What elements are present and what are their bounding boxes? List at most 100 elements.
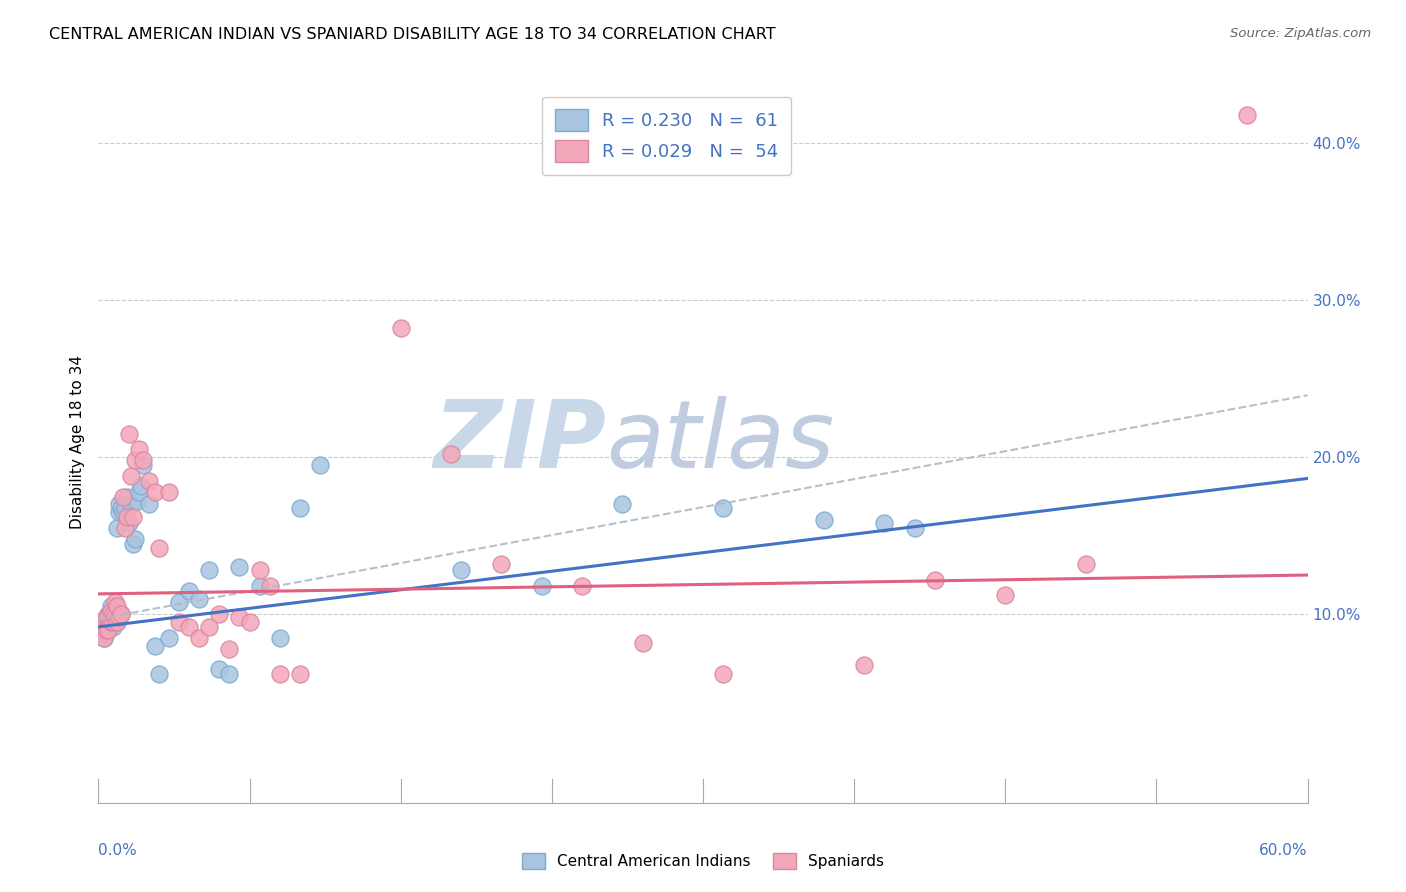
Point	[269, 667, 291, 681]
Point	[167, 615, 190, 630]
Point	[96, 610, 118, 624]
Point	[93, 623, 115, 637]
Point	[129, 478, 152, 492]
Point	[157, 631, 180, 645]
Point	[157, 484, 180, 499]
Point	[101, 615, 124, 630]
Point	[148, 667, 170, 681]
Point	[107, 505, 129, 519]
Point	[114, 521, 136, 535]
Point	[167, 595, 190, 609]
Point	[101, 610, 124, 624]
Point	[218, 667, 240, 681]
Point	[128, 484, 150, 499]
Text: CENTRAL AMERICAN INDIAN VS SPANIARD DISABILITY AGE 18 TO 34 CORRELATION CHART: CENTRAL AMERICAN INDIAN VS SPANIARD DISA…	[49, 27, 776, 42]
Point	[269, 631, 291, 645]
Point	[103, 599, 125, 614]
Point	[118, 426, 141, 441]
Point	[91, 623, 114, 637]
Point	[124, 453, 146, 467]
Point	[105, 521, 128, 535]
Point	[450, 563, 472, 577]
Point	[100, 610, 122, 624]
Point	[249, 579, 271, 593]
Point	[143, 639, 166, 653]
Point	[97, 610, 120, 624]
Point	[631, 635, 654, 649]
Point	[873, 516, 896, 531]
Point	[612, 497, 634, 511]
Point	[132, 458, 155, 472]
Text: ZIP: ZIP	[433, 395, 606, 488]
Point	[105, 599, 128, 614]
Point	[711, 500, 734, 515]
Point	[103, 615, 125, 630]
Point	[179, 583, 201, 598]
Point	[101, 604, 124, 618]
Point	[91, 615, 114, 630]
Point	[711, 667, 734, 681]
Legend: R = 0.230   N =  61, R = 0.029   N =  54: R = 0.230 N = 61, R = 0.029 N = 54	[543, 96, 792, 175]
Point	[101, 620, 124, 634]
Point	[107, 610, 129, 624]
Point	[93, 615, 115, 630]
Point	[100, 615, 122, 630]
Point	[107, 497, 129, 511]
Point	[148, 541, 170, 556]
Legend: Central American Indians, Spaniards: Central American Indians, Spaniards	[516, 847, 890, 875]
Point	[440, 447, 463, 461]
Point	[111, 505, 134, 519]
Point	[491, 557, 513, 571]
Point	[389, 321, 412, 335]
Text: atlas: atlas	[606, 396, 835, 487]
Point	[120, 469, 142, 483]
Point	[96, 614, 118, 628]
Point	[115, 510, 138, 524]
Point	[188, 591, 211, 606]
Point	[110, 500, 132, 515]
Point	[97, 623, 120, 637]
Point	[103, 610, 125, 624]
Point	[1074, 557, 1097, 571]
Point	[105, 615, 128, 630]
Point	[120, 497, 142, 511]
Point	[218, 641, 240, 656]
Point	[103, 595, 125, 609]
Point	[853, 657, 876, 672]
Text: 0.0%: 0.0%	[98, 843, 138, 857]
Point	[100, 604, 122, 618]
Point	[924, 573, 946, 587]
Point	[288, 667, 311, 681]
Point	[89, 615, 111, 630]
Point	[309, 458, 332, 472]
Point	[96, 626, 118, 640]
Point	[97, 618, 120, 632]
Point	[110, 607, 132, 622]
Point	[138, 497, 160, 511]
Point	[118, 516, 141, 531]
Point	[198, 620, 221, 634]
Point	[97, 610, 120, 624]
Point	[97, 607, 120, 622]
Point	[228, 610, 250, 624]
Point	[143, 484, 166, 499]
Point	[239, 615, 262, 630]
Point	[1236, 108, 1258, 122]
Point	[132, 453, 155, 467]
Point	[100, 615, 122, 630]
Point	[115, 490, 138, 504]
Point	[124, 532, 146, 546]
Point	[188, 631, 211, 645]
Point	[91, 620, 114, 634]
Point	[105, 615, 128, 630]
Point	[208, 662, 231, 676]
Point	[121, 536, 143, 550]
Point	[100, 599, 122, 614]
Point	[96, 620, 118, 634]
Point	[96, 623, 118, 637]
Text: Source: ZipAtlas.com: Source: ZipAtlas.com	[1230, 27, 1371, 40]
Point	[125, 494, 148, 508]
Point	[994, 589, 1017, 603]
Point	[107, 607, 129, 622]
Point	[121, 510, 143, 524]
